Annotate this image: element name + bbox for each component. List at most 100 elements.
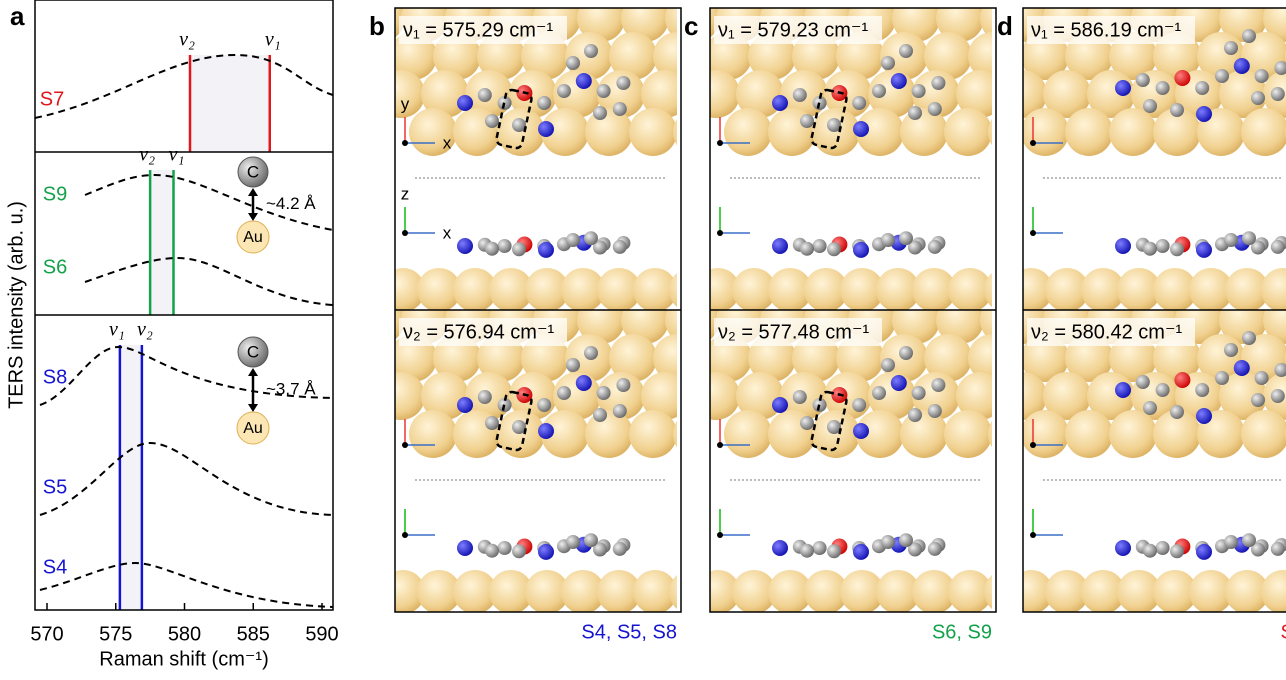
atom (1170, 544, 1184, 558)
atom (457, 95, 473, 111)
atom (1143, 401, 1157, 415)
atom (853, 242, 869, 258)
distance-label: ~4.2 Å (266, 194, 316, 213)
figure: aν₂ν₁S7ν₂ν₁S9S6CAu~4.2 Åν₁ν₂S8S5S4CAu~3.… (0, 0, 1286, 675)
atom (498, 541, 512, 555)
gold-atom (900, 410, 948, 458)
frequency-label: ν₂ = 576.94 cm⁻¹ (403, 321, 555, 343)
atom (852, 96, 866, 110)
atom (800, 114, 814, 128)
panel-label: a (10, 1, 25, 31)
atom (566, 233, 580, 247)
axis-origin (1030, 140, 1036, 146)
atom (1242, 231, 1256, 245)
axis-origin (402, 442, 408, 448)
atom (899, 231, 913, 245)
gold-atom (1109, 410, 1157, 458)
gold-atom (984, 268, 1028, 312)
gold-atom (585, 410, 633, 458)
atom (912, 386, 926, 400)
gold-atom (812, 108, 860, 156)
atom (613, 404, 627, 418)
panel-label: b (369, 11, 385, 41)
axis-origin (717, 442, 723, 448)
axis-name: y (401, 94, 410, 113)
atom (793, 390, 807, 404)
atom (1271, 87, 1285, 101)
atom (1271, 240, 1285, 254)
gold-atom (984, 570, 1028, 614)
atom (566, 535, 580, 549)
atom (1195, 383, 1209, 397)
atom (1143, 242, 1157, 256)
axis-origin (717, 230, 723, 236)
atom (813, 541, 827, 555)
frequency-label: ν₁ = 586.19 cm⁻¹ (1031, 19, 1181, 41)
frequency-label: ν₂ = 577.48 cm⁻¹ (718, 321, 870, 343)
atom (512, 544, 526, 558)
substrate-label: Au (243, 229, 263, 246)
atom (800, 544, 814, 558)
atom (457, 540, 473, 556)
atom (537, 398, 551, 412)
gold-atom (900, 108, 948, 156)
gold-atom (497, 108, 545, 156)
axis-name: x (443, 223, 452, 242)
atom (538, 121, 554, 137)
x-tick-label: 590 (305, 623, 338, 645)
spectrum-label: S8 (43, 366, 67, 388)
atom (613, 102, 627, 116)
atom (872, 84, 886, 98)
panel-footer: S7 (1281, 621, 1286, 643)
spectrum-label: S6 (43, 256, 67, 278)
atom (1170, 405, 1184, 419)
atom (908, 408, 922, 422)
gold-atom (944, 410, 992, 458)
atom (1170, 103, 1184, 117)
atom (827, 544, 841, 558)
atom (899, 44, 913, 58)
x-tick-label: 570 (30, 623, 63, 645)
gold-atom (812, 410, 860, 458)
axis-origin (1030, 442, 1036, 448)
x-axis-label: Raman shift (cm⁻¹) (99, 648, 268, 670)
atom (1196, 242, 1212, 258)
atom (1136, 375, 1150, 389)
atom (772, 95, 788, 111)
mode-band (190, 55, 270, 152)
gold-atom (1065, 108, 1113, 156)
atom (800, 242, 814, 256)
spectrum (35, 55, 333, 118)
gold-atom (585, 108, 633, 156)
atom (593, 408, 607, 422)
mode-band (120, 345, 142, 610)
atom (853, 544, 869, 560)
atom (881, 535, 895, 549)
plot-frame (35, 0, 333, 610)
atom (1271, 389, 1285, 403)
axis-origin (717, 140, 723, 146)
atom (1255, 371, 1269, 385)
atom (931, 76, 945, 90)
gold-atom (692, 70, 740, 118)
atom (1195, 81, 1209, 95)
atom (1234, 58, 1250, 74)
spectrum (85, 258, 333, 305)
atom (557, 386, 571, 400)
mode-label: ν₁ (169, 144, 185, 166)
atom (1251, 91, 1265, 105)
panel-footer: S6, S9 (932, 621, 992, 643)
axis-origin (402, 140, 408, 146)
atom (1143, 99, 1157, 113)
y-axis-label: TERS intensity (arb. u.) (5, 201, 27, 409)
atom (928, 404, 942, 418)
atom (597, 84, 611, 98)
gold-atom (629, 410, 677, 458)
atom (891, 375, 907, 391)
atom (1156, 383, 1170, 397)
atom (576, 375, 592, 391)
atom (928, 102, 942, 116)
atom (881, 56, 895, 70)
atom (1215, 69, 1229, 83)
x-tick-label: 585 (237, 623, 270, 645)
